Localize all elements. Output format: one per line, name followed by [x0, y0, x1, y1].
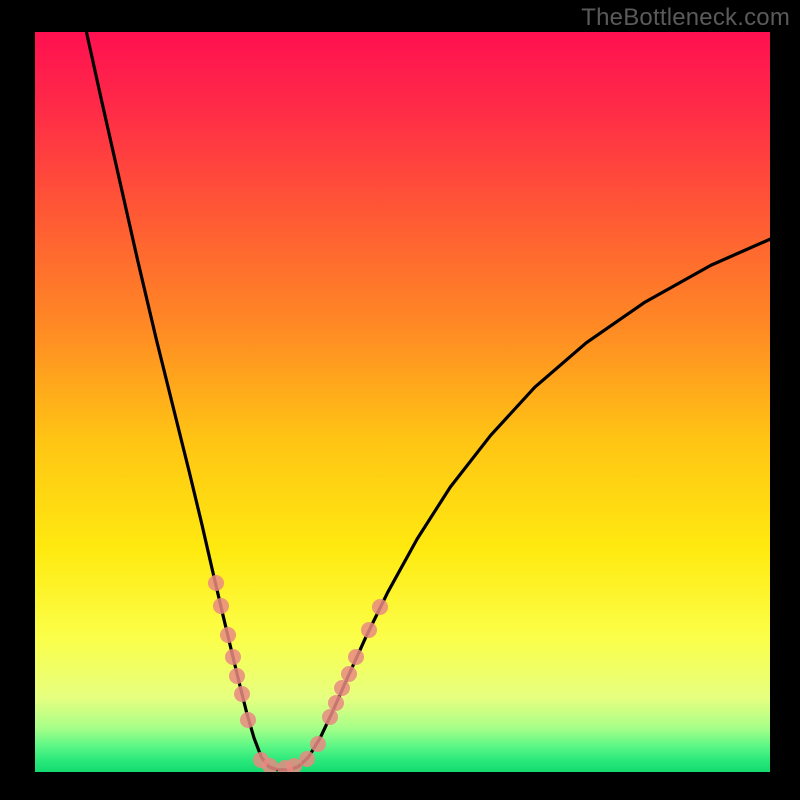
data-marker — [361, 622, 377, 638]
data-marker — [348, 649, 364, 665]
data-marker — [213, 598, 229, 614]
data-marker — [220, 627, 236, 643]
data-marker — [299, 751, 315, 767]
data-marker — [328, 695, 344, 711]
data-marker — [240, 712, 256, 728]
data-marker — [341, 666, 357, 682]
data-marker — [334, 680, 350, 696]
data-marker — [234, 686, 250, 702]
data-marker — [372, 599, 388, 615]
data-marker — [229, 668, 245, 684]
data-marker — [208, 575, 224, 591]
data-marker — [262, 758, 278, 772]
curve-path — [86, 32, 770, 770]
chart-stage: TheBottleneck.com — [0, 0, 800, 800]
watermark-label: TheBottleneck.com — [581, 4, 790, 32]
data-marker — [225, 649, 241, 665]
data-marker — [310, 736, 326, 752]
v-curve-line — [35, 32, 770, 772]
plot-area — [35, 32, 770, 772]
